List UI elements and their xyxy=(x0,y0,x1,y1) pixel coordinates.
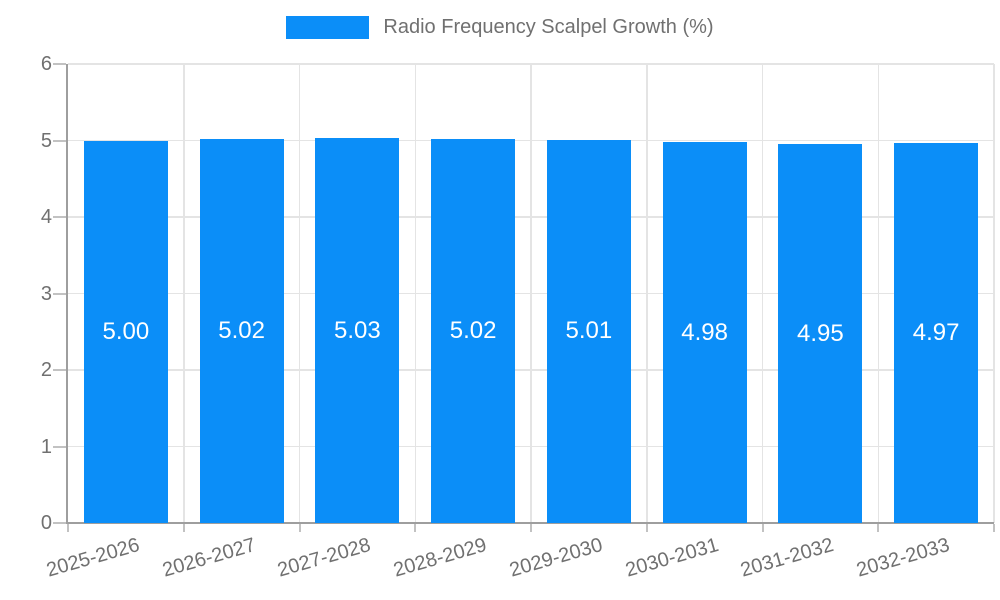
legend-item[interactable]: Radio Frequency Scalpel Growth (%) xyxy=(0,16,1000,39)
y-axis-label: 1 xyxy=(40,435,52,458)
bar: 5.02 xyxy=(199,138,284,523)
bar-value-label: 5.02 xyxy=(218,316,265,344)
bar-value-label: 5.00 xyxy=(102,317,150,345)
bar: 5.02 xyxy=(431,138,516,523)
gridline-vertical xyxy=(183,64,185,523)
legend-label: Radio Frequency Scalpel Growth (%) xyxy=(383,16,714,38)
y-axis-tick xyxy=(53,522,66,524)
bar: 5.00 xyxy=(83,140,168,523)
bar-value-label: 5.02 xyxy=(449,316,497,344)
x-axis-tick xyxy=(761,524,764,532)
gridline-vertical xyxy=(414,64,416,523)
gridline-vertical xyxy=(298,64,301,523)
y-axis-label: 4 xyxy=(40,206,52,228)
x-axis-tick xyxy=(298,524,301,532)
gridline-vertical xyxy=(761,64,764,523)
bar-value-label: 4.98 xyxy=(681,318,728,346)
y-axis-tick xyxy=(53,445,66,448)
x-axis-tick xyxy=(877,524,880,532)
bar-value-label: 4.95 xyxy=(797,319,844,347)
x-axis-line xyxy=(66,522,994,524)
x-axis-tick xyxy=(993,524,995,532)
bar: 5.03 xyxy=(315,138,400,523)
y-axis-tick xyxy=(53,369,66,371)
y-axis-label: 2 xyxy=(40,359,52,381)
y-axis-line xyxy=(66,64,68,524)
x-axis-tick xyxy=(414,524,417,532)
gridline-vertical xyxy=(530,64,532,523)
bar: 4.97 xyxy=(894,142,979,523)
y-axis-tick xyxy=(53,216,66,218)
y-axis-label: 3 xyxy=(40,282,52,305)
bar: 5.01 xyxy=(546,139,631,523)
y-axis-tick xyxy=(53,139,66,142)
legend-swatch xyxy=(286,16,370,39)
x-axis-tick xyxy=(530,524,532,532)
x-axis-tick xyxy=(182,524,185,532)
y-axis-label: 5 xyxy=(40,129,52,152)
bar-value-label: 5.01 xyxy=(565,317,613,345)
bar-value-label: 4.97 xyxy=(912,318,960,346)
x-axis-tick xyxy=(67,524,69,532)
gridline-vertical xyxy=(646,64,648,523)
gridline-vertical xyxy=(993,64,995,523)
gridline-vertical xyxy=(877,64,879,523)
y-axis-label: 6 xyxy=(40,53,52,75)
y-axis-label: 0 xyxy=(40,512,52,534)
y-axis-tick xyxy=(53,63,66,65)
x-axis-tick xyxy=(645,524,648,532)
bar: 4.95 xyxy=(778,144,863,523)
y-axis-tick xyxy=(53,292,66,295)
bar: 4.98 xyxy=(662,142,747,523)
bar-value-label: 5.03 xyxy=(334,316,381,344)
